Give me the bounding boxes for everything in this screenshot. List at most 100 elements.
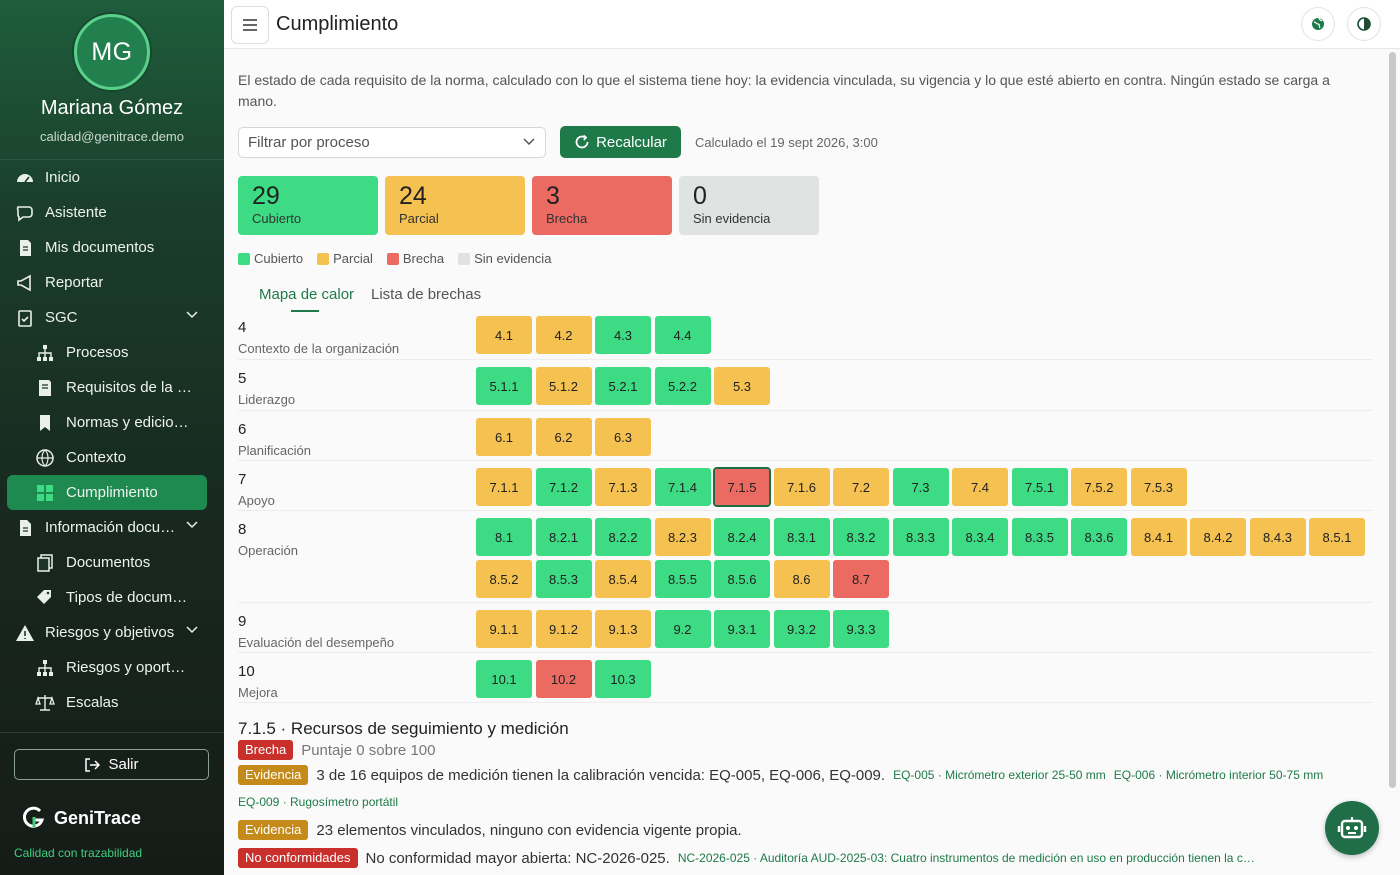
tab-gap-list[interactable]: Lista de brechas bbox=[371, 286, 482, 303]
megaphone-icon bbox=[15, 273, 35, 293]
heatmap-cell[interactable]: 7.5.2 bbox=[1071, 468, 1127, 506]
sidebar-item-tipos-de-documentos[interactable]: Tipos de documentos bbox=[0, 580, 224, 615]
heatmap-cell[interactable]: 7.2 bbox=[833, 468, 889, 506]
heatmap-cell[interactable]: 10.3 bbox=[595, 660, 651, 698]
clause-name: Operación bbox=[238, 543, 298, 558]
sidebar-item-normas-y-ediciones[interactable]: Normas y ediciones bbox=[0, 405, 224, 440]
chevron-down-icon bbox=[523, 138, 535, 146]
heatmap-cell[interactable]: 4.4 bbox=[654, 316, 711, 354]
sidebar-item-riesgos-y-oportunidades[interactable]: Riesgos y oportunidades bbox=[0, 650, 224, 685]
sidebar-item-contexto[interactable]: Contexto bbox=[0, 440, 224, 475]
heatmap-cell[interactable]: 9.1.1 bbox=[476, 610, 532, 648]
sidebar-item-escalas[interactable]: Escalas bbox=[0, 685, 224, 720]
sidebar-item-cumplimiento[interactable]: Cumplimiento bbox=[7, 475, 207, 510]
sidebar-item-procesos[interactable]: Procesos bbox=[0, 335, 224, 370]
heatmap-cell[interactable]: 8.5.6 bbox=[714, 560, 770, 598]
sidebar-item-mis-documentos[interactable]: Mis documentos bbox=[0, 230, 224, 265]
equipment-link[interactable]: EQ-006 · Micrómetro interior 50-75 mm bbox=[1113, 768, 1324, 782]
heatmap-cell[interactable]: 7.1.5 bbox=[713, 467, 771, 507]
heatmap-cell[interactable]: 8.3.6 bbox=[1071, 518, 1127, 556]
heatmap-cell[interactable]: 8.1 bbox=[476, 518, 532, 556]
brand-logo: GeniTrace bbox=[22, 806, 141, 830]
heatmap-cell[interactable]: 6.3 bbox=[595, 418, 651, 456]
logout-button[interactable]: Salir bbox=[14, 749, 209, 780]
heatmap-cell[interactable]: 9.2 bbox=[654, 610, 711, 648]
heatmap-cell[interactable]: 10.2 bbox=[535, 660, 592, 698]
main-scrollbar[interactable] bbox=[1389, 52, 1396, 788]
sidebar-item-informacion-documentada[interactable]: Información documentada bbox=[0, 510, 224, 545]
legend-item-none: Sin evidencia bbox=[458, 251, 551, 266]
heatmap-cell[interactable]: 8.7 bbox=[833, 560, 889, 598]
theme-toggle-button[interactable] bbox=[1347, 7, 1381, 41]
stat-card-partial[interactable]: 24 Parcial bbox=[385, 176, 525, 235]
profile-name: Mariana Gómez bbox=[40, 97, 184, 119]
heatmap-cell[interactable]: 7.5.1 bbox=[1011, 468, 1068, 506]
sidebar-item-label: Contexto bbox=[66, 449, 127, 466]
heatmap-cell[interactable]: 9.3.3 bbox=[833, 610, 889, 648]
heatmap-cell[interactable]: 8.4.1 bbox=[1130, 518, 1187, 556]
heatmap-cell[interactable]: 5.3 bbox=[714, 367, 770, 405]
heatmap-cell[interactable]: 8.3.1 bbox=[773, 518, 830, 556]
avatar[interactable]: MG bbox=[74, 14, 150, 90]
clause-name: Evaluación del desempeño bbox=[238, 635, 395, 650]
heatmap-cell[interactable]: 8.2.1 bbox=[535, 518, 592, 556]
sidebar-item-requisitos-de-la-norma[interactable]: Requisitos de la norma bbox=[0, 370, 224, 405]
stat-card-covered[interactable]: 29 Cubierto bbox=[238, 176, 378, 235]
recalculate-button[interactable]: Recalcular bbox=[560, 126, 681, 158]
tab-heatmap[interactable]: Mapa de calor bbox=[259, 286, 355, 303]
heatmap-cell[interactable]: 8.6 bbox=[773, 560, 830, 598]
heatmap-cell[interactable]: 7.1.3 bbox=[595, 468, 651, 506]
sidebar-item-documentos[interactable]: Documentos bbox=[0, 545, 224, 580]
heatmap-cell[interactable]: 8.5.2 bbox=[476, 560, 532, 598]
sidebar-item-riesgos-y-objetivos[interactable]: Riesgos y objetivos bbox=[0, 615, 224, 650]
heatmap-cell[interactable]: 8.4.2 bbox=[1190, 518, 1246, 556]
sidebar-item-sgc[interactable]: SGC bbox=[0, 300, 224, 335]
heatmap-cell[interactable]: 5.1.2 bbox=[535, 367, 592, 405]
heatmap-cell[interactable]: 6.2 bbox=[535, 418, 592, 456]
heatmap-cell[interactable]: 7.1.2 bbox=[535, 468, 592, 506]
heatmap-cell[interactable]: 4.1 bbox=[476, 316, 532, 354]
heatmap-cell[interactable]: 8.2.2 bbox=[595, 518, 651, 556]
heatmap-cell[interactable]: 10.1 bbox=[476, 660, 532, 698]
menu-toggle-button[interactable] bbox=[231, 6, 269, 44]
heatmap-cell[interactable]: 4.2 bbox=[535, 316, 592, 354]
assistant-bot-button[interactable] bbox=[1325, 801, 1379, 855]
heatmap-cell[interactable]: 8.5.1 bbox=[1309, 518, 1365, 556]
heatmap-cell[interactable]: 8.2.4 bbox=[714, 518, 770, 556]
heatmap-cell[interactable]: 6.1 bbox=[476, 418, 532, 456]
heatmap-cell[interactable]: 5.2.1 bbox=[595, 367, 651, 405]
language-button[interactable] bbox=[1301, 7, 1335, 41]
heatmap-cell[interactable]: 7.4 bbox=[952, 468, 1008, 506]
equipment-link[interactable]: EQ-005 · Micrómetro exterior 25-50 mm bbox=[893, 768, 1106, 782]
heatmap-cell[interactable]: 7.1.6 bbox=[773, 468, 830, 506]
stat-card-none[interactable]: 0 Sin evidencia bbox=[679, 176, 819, 235]
heatmap-cell[interactable]: 7.5.3 bbox=[1130, 468, 1187, 506]
hamburger-icon bbox=[243, 19, 257, 31]
heatmap-cell[interactable]: 8.5.3 bbox=[535, 560, 592, 598]
heatmap-cell[interactable]: 8.4.3 bbox=[1249, 518, 1306, 556]
stat-card-gap[interactable]: 3 Brecha bbox=[532, 176, 672, 235]
heatmap-cell[interactable]: 8.3.3 bbox=[892, 518, 949, 556]
heatmap-cell[interactable]: 8.3.4 bbox=[952, 518, 1008, 556]
heatmap-cell[interactable]: 8.3.5 bbox=[1011, 518, 1068, 556]
heatmap-cell[interactable]: 8.3.2 bbox=[833, 518, 889, 556]
heatmap-cell[interactable]: 9.3.1 bbox=[714, 610, 770, 648]
heatmap-cell[interactable]: 9.1.2 bbox=[535, 610, 592, 648]
heatmap-cell[interactable]: 7.1.4 bbox=[654, 468, 711, 506]
process-filter-select[interactable]: Filtrar por proceso bbox=[238, 127, 546, 158]
heatmap-cell[interactable]: 7.3 bbox=[892, 468, 949, 506]
heatmap-cell[interactable]: 9.1.3 bbox=[595, 610, 651, 648]
heatmap-cell[interactable]: 5.1.1 bbox=[476, 367, 532, 405]
sidebar-item-asistente[interactable]: Asistente bbox=[0, 195, 224, 230]
sidebar-item-reportar[interactable]: Reportar bbox=[0, 265, 224, 300]
heatmap-cell[interactable]: 5.2.2 bbox=[654, 367, 711, 405]
nonconformity-link[interactable]: NC-2026-025 · Auditoría AUD-2025-03: Cua… bbox=[677, 851, 1255, 865]
heatmap-cell[interactable]: 8.5.4 bbox=[595, 560, 651, 598]
heatmap-cell[interactable]: 8.2.3 bbox=[654, 518, 711, 556]
equipment-link[interactable]: EQ-009 · Rugosímetro portátil bbox=[238, 795, 399, 809]
heatmap-cell[interactable]: 8.5.5 bbox=[654, 560, 711, 598]
heatmap-cell[interactable]: 4.3 bbox=[595, 316, 651, 354]
heatmap-cell[interactable]: 7.1.1 bbox=[476, 468, 532, 506]
heatmap-cell[interactable]: 9.3.2 bbox=[773, 610, 830, 648]
sidebar-item-inicio[interactable]: Inicio bbox=[0, 160, 224, 195]
